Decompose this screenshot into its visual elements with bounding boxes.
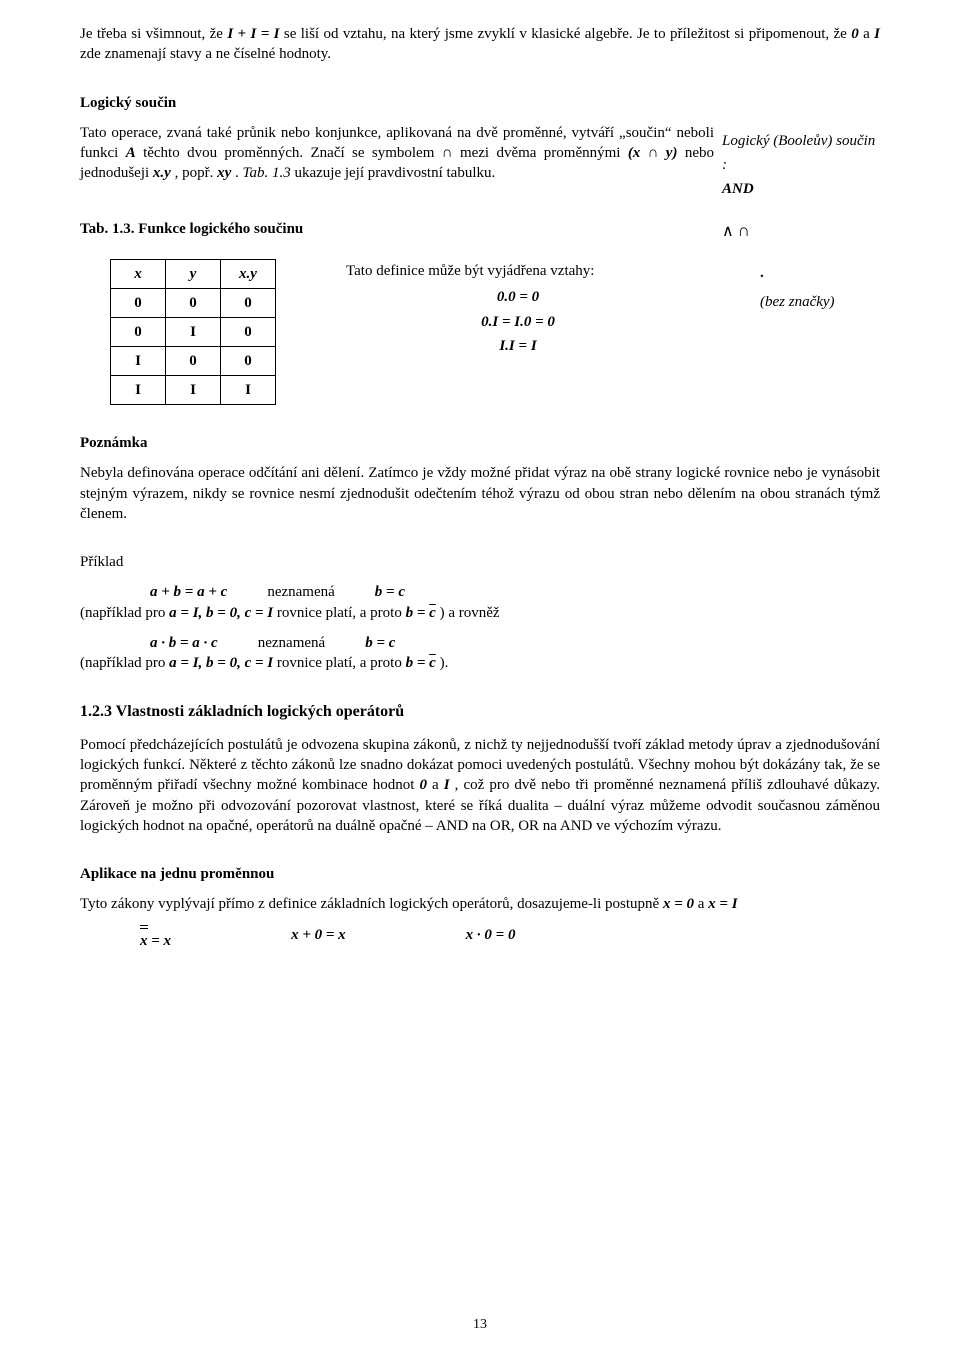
table-row: I I I	[111, 376, 276, 405]
table-row: 0 0 0	[111, 289, 276, 318]
priklad-row2: a · b = a · c neznamená b = c	[80, 633, 880, 653]
aplikace-eq-row: x = x x + 0 = x x · 0 = 0	[80, 925, 880, 951]
priklad-l3a: (například pro	[80, 655, 169, 671]
margin-noznacky: (bez značky)	[760, 288, 880, 317]
table-header-row: x y x.y	[111, 260, 276, 289]
th-x: x	[111, 260, 166, 289]
vlastnosti-heading: 1.2.3 Vlastnosti základních logických op…	[80, 701, 880, 723]
vlastnosti-para: Pomocí předcházejících postulátů je odvo…	[80, 735, 880, 836]
priklad-cbar1: c	[429, 605, 436, 621]
apl-x0: x = 0	[663, 896, 694, 912]
poznamka-heading: Poznámka	[80, 433, 880, 453]
def-eq1: 0.0 = 0	[346, 287, 690, 307]
page-number: 13	[0, 1316, 960, 1335]
margin-line1: Logický (Booleův) součin :	[722, 129, 880, 177]
cap-icon: ∩	[442, 146, 453, 161]
priklad-bc2: b = c	[365, 633, 395, 653]
soucin-heading: Logický součin	[80, 93, 880, 113]
soucin-text-c: mezi dvěma proměnnými	[460, 145, 628, 161]
apl-eq2: x + 0 = x	[291, 925, 346, 951]
priklad-l2b: rovnice platí, a proto	[277, 605, 406, 621]
apl-xI: x = I	[708, 896, 737, 912]
priklad-beq2: b =	[406, 655, 430, 671]
wedge-icon: ∧	[722, 219, 734, 245]
soucin-margin: Logický (Booleův) součin : AND	[722, 123, 880, 201]
table-caption: Tab. 1.3. Funkce logického součinu	[80, 219, 714, 239]
margin-bottom-syms: . (bez značky)	[760, 259, 880, 316]
soucin-xy: xy	[217, 165, 231, 181]
apl-eq1: x = x	[140, 925, 171, 951]
table-row: 0 I 0	[111, 318, 276, 347]
poznamka-text: Nebyla definována operace odčítání ani d…	[80, 463, 880, 524]
priklad-l3b: rovnice platí, a proto	[277, 655, 406, 671]
aplikace-para: Tyto zákony vyplývají přímo z definice z…	[80, 894, 880, 914]
priklad-l3c: ).	[440, 655, 449, 671]
priklad-bc1: b = c	[375, 582, 405, 602]
def-eq2: 0.I = I.0 = 0	[346, 312, 690, 332]
cap-icon-margin: ∩	[737, 222, 749, 239]
soucin-text-g: ukazuje její pravdivostní tabulku.	[294, 165, 495, 181]
intro-text-c: zde znamenají stavy a ne číselné hodnoty…	[80, 46, 331, 62]
apl-and: a	[698, 896, 708, 912]
intro-text-b: se liší od vztahu, na který jsme zvyklí …	[284, 26, 851, 42]
priklad-cond1: a = I, b = 0, c = I	[169, 605, 273, 621]
th-xy: x.y	[221, 260, 276, 289]
soucin-text-e: , popř.	[175, 165, 218, 181]
intro-paragraph: Je třeba si všimnout, že I + I = I se li…	[80, 24, 880, 65]
aplikace-heading: Aplikace na jednu proměnnou	[80, 864, 880, 884]
def-lead: Tato definice může být vyjádřena vztahy:	[346, 261, 690, 281]
priklad-cbar2: c	[429, 655, 436, 671]
soucin-paragraph: Tato operace, zvaná také průnik nebo kon…	[80, 123, 714, 184]
intro-text-a: Je třeba si všimnout, že	[80, 26, 227, 42]
vlast-I: I	[444, 777, 450, 793]
intro-and: a	[863, 26, 874, 42]
vlast-and: a	[432, 777, 444, 793]
soucin-text-f: .	[235, 165, 243, 181]
priklad-eq1: a + b = a + c	[150, 582, 227, 602]
priklad-nez2: neznamená	[258, 633, 325, 653]
soucin-xdoty: x.y	[153, 165, 171, 181]
apl-eq3: x · 0 = 0	[466, 925, 516, 951]
margin-and: AND	[722, 177, 880, 201]
soucin-text-b: těchto dvou proměnných. Značí se symbole…	[143, 145, 442, 161]
th-y: y	[166, 260, 221, 289]
priklad-nez1: neznamená	[267, 582, 334, 602]
intro-zero: 0	[851, 26, 859, 42]
table-row: I 0 0	[111, 347, 276, 376]
priklad-row1: a + b = a + c neznamená b = c	[80, 582, 880, 602]
soucin-A: A	[126, 145, 136, 161]
priklad-line3: (například pro a = I, b = 0, c = I rovni…	[80, 653, 880, 673]
def-eq3: I.I = I	[346, 336, 690, 356]
apl-a: Tyto zákony vyplývají přímo z definice z…	[80, 896, 663, 912]
priklad-l2a: (například pro	[80, 605, 169, 621]
soucin-xy-par: (x ∩ y)	[628, 145, 678, 161]
intro-I: I	[874, 26, 880, 42]
intro-eq1: I + I = I	[227, 26, 279, 42]
priklad-l2c: ) a rovněž	[440, 605, 500, 621]
priklad-heading: Příklad	[80, 552, 880, 572]
priklad-eq2: a · b = a · c	[150, 633, 218, 653]
vlast-zero: 0	[419, 777, 427, 793]
priklad-line2: (například pro a = I, b = 0, c = I rovni…	[80, 603, 880, 623]
priklad-cond2: a = I, b = 0, c = I	[169, 655, 273, 671]
margin-dot: .	[760, 259, 880, 288]
soucin-tabref: Tab. 1.3	[243, 165, 291, 181]
truth-table: x y x.y 0 0 0 0 I 0 I 0 0	[110, 259, 276, 405]
priklad-beq1: b =	[406, 605, 430, 621]
